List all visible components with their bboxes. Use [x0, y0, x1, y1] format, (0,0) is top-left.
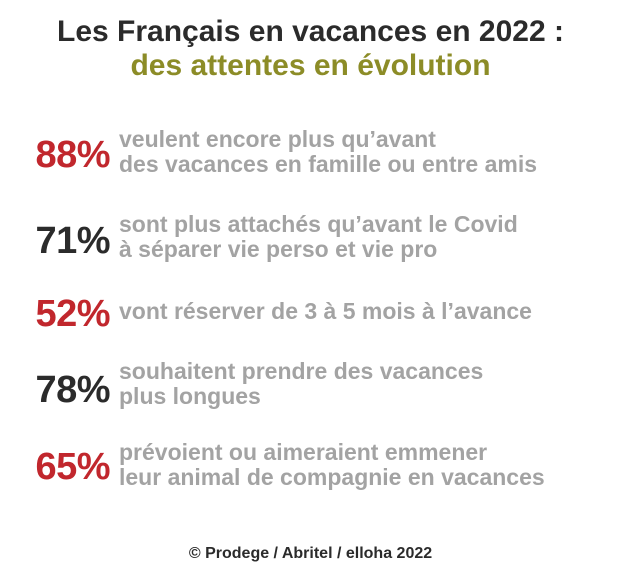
stat-percent: 52% [35, 293, 110, 335]
stat-percent: 88% [35, 134, 110, 176]
stat-description: prévoient ou aimeraient emmener leur ani… [119, 440, 545, 490]
stat-description-line: souhaitent prendre des vacances [119, 358, 484, 384]
stat-description-line: leur animal de compagnie en vacances [119, 464, 545, 490]
stat-description: souhaitent prendre des vacances plus lon… [119, 359, 483, 409]
page-title: Les Français en vacances en 2022 : [57, 15, 564, 48]
stat-percent: 71% [35, 220, 110, 262]
stat-item-family-holidays: 88% veulent encore plus qu’avant des vac… [0, 124, 621, 194]
stat-description: veulent encore plus qu’avant des vacance… [119, 127, 537, 177]
stat-description-line: des vacances en famille ou entre amis [119, 151, 538, 177]
stat-item-pet-travel: 65% prévoient ou aimeraient emmener leur… [0, 440, 621, 510]
page-subtitle: des attentes en évolution [130, 49, 491, 82]
stat-item-longer-holidays: 78% souhaitent prendre des vacances plus… [0, 356, 621, 426]
stat-description-line: à séparer vie perso et vie pro [119, 236, 438, 262]
stat-description-line: vont réserver de 3 à 5 mois à l’avance [119, 298, 532, 324]
stat-item-work-life-separation: 71% sont plus attachés qu’avant le Covid… [0, 210, 621, 280]
stat-description-line: veulent encore plus qu’avant [119, 126, 436, 152]
stat-percent: 78% [35, 369, 110, 411]
copyright-credit: © Prodege / Abritel / elloha 2022 [188, 545, 433, 562]
stat-description-line: sont plus attachés qu’avant le Covid [119, 211, 518, 237]
stat-description: vont réserver de 3 à 5 mois à l’avance [119, 299, 532, 324]
stat-item-booking-advance: 52% vont réserver de 3 à 5 mois à l’avan… [0, 290, 621, 360]
stat-description: sont plus attachés qu’avant le Covid à s… [119, 212, 518, 262]
stat-description-line: prévoient ou aimeraient emmener [119, 439, 488, 465]
stat-description-line: plus longues [119, 383, 261, 409]
stat-percent: 65% [35, 446, 110, 488]
